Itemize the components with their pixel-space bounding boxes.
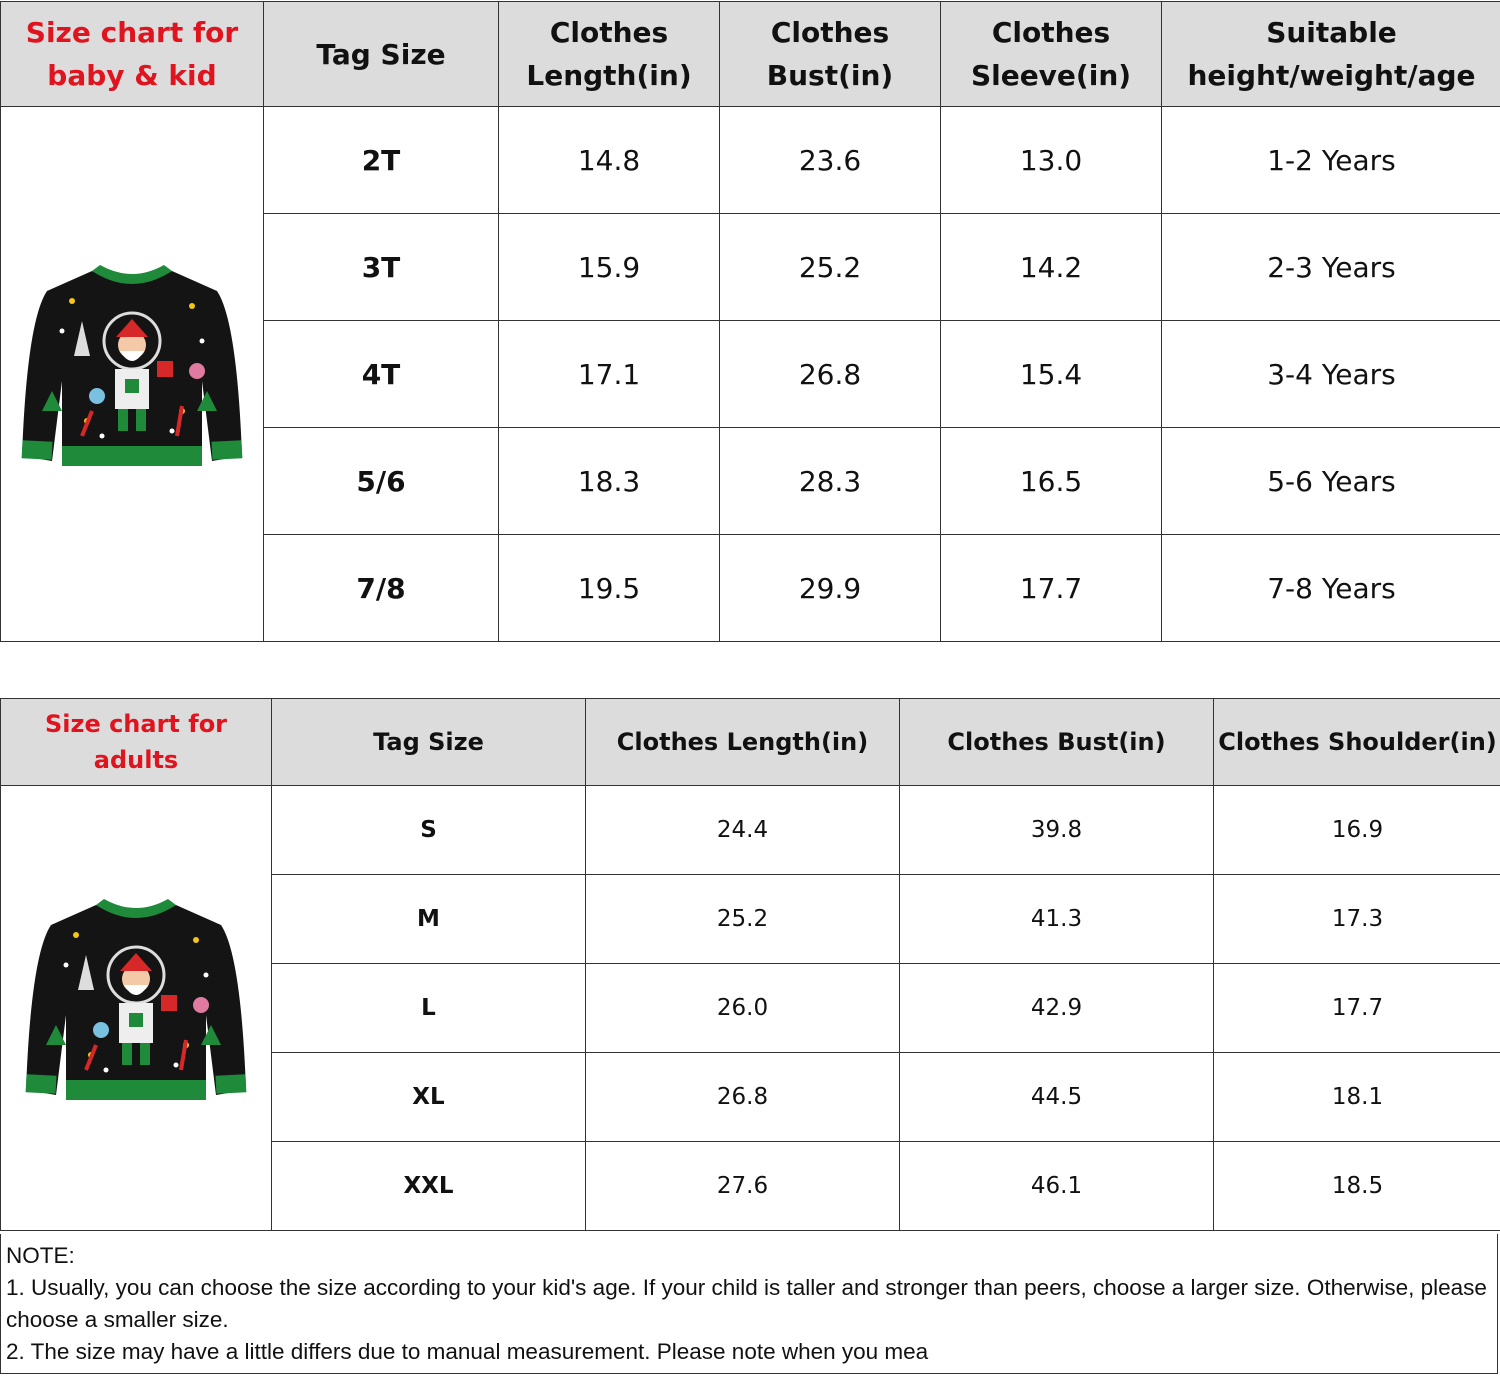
kid-header-row: Size chart for baby & kid Tag Size Cloth… xyxy=(0,1,1500,107)
measurement-cell: 41.3 xyxy=(899,874,1214,964)
measurement-cell: 16.5 xyxy=(940,427,1162,535)
measurement-cell: 26.8 xyxy=(585,1052,900,1142)
measurement-cell: 17.7 xyxy=(1213,963,1500,1053)
note-heading: NOTE: xyxy=(6,1243,75,1268)
measurement-cell: 7-8 Years xyxy=(1161,534,1500,642)
measurement-cell: 14.8 xyxy=(498,106,720,214)
tag-size-cell: S xyxy=(271,785,586,875)
measurement-cell: 39.8 xyxy=(899,785,1214,875)
measurement-cell: 24.4 xyxy=(585,785,900,875)
measurement-cell: 44.5 xyxy=(899,1052,1214,1142)
measurement-cell: 29.9 xyxy=(719,534,941,642)
table-row: S 24.4 39.8 16.9 xyxy=(0,785,1500,1231)
tag-size-cell: XL xyxy=(271,1052,586,1142)
measurement-cell: 25.2 xyxy=(719,213,941,321)
header-bust: Clothes Bust(in) xyxy=(899,698,1214,786)
table-row: 7/8 19.5 29.9 17.7 7-8 Years xyxy=(1,534,1500,642)
measurement-cell: 1-2 Years xyxy=(1161,106,1500,214)
header-suitable: Suitable height/weight/age xyxy=(1161,1,1500,107)
measurement-cell: 16.9 xyxy=(1213,785,1500,875)
kid-chart-title: Size chart for baby & kid xyxy=(0,1,264,107)
christmas-sweater-image xyxy=(21,264,243,466)
header-bust: Clothes Bust(in) xyxy=(719,1,941,107)
table-row: 5/6 18.3 28.3 16.5 5-6 Years xyxy=(1,427,1500,535)
measurement-cell: 5-6 Years xyxy=(1161,427,1500,535)
measurement-cell: 18.1 xyxy=(1213,1052,1500,1142)
table-row: XL 26.8 44.5 18.1 xyxy=(1,1052,1500,1142)
note-section: NOTE: 1. Usually, you can choose the siz… xyxy=(0,1234,1498,1374)
measurement-cell: 28.3 xyxy=(719,427,941,535)
measurement-cell: 17.7 xyxy=(940,534,1162,642)
measurement-cell: 19.5 xyxy=(498,534,720,642)
tag-size-cell: L xyxy=(271,963,586,1053)
measurement-cell: 17.1 xyxy=(498,320,720,428)
sweater-image-cell xyxy=(0,785,272,1231)
tag-size-cell: XXL xyxy=(271,1141,586,1231)
table-row: M 25.2 41.3 17.3 xyxy=(1,874,1500,964)
header-tag-size: Tag Size xyxy=(271,698,586,786)
measurement-cell: 25.2 xyxy=(585,874,900,964)
tag-size-cell: 7/8 xyxy=(263,534,499,642)
adult-size-chart-table: Size chart for adults Tag Size Clothes L… xyxy=(0,698,1500,1231)
measurement-cell: 13.0 xyxy=(940,106,1162,214)
header-sleeve: Clothes Sleeve(in) xyxy=(940,1,1162,107)
measurement-cell: 2-3 Years xyxy=(1161,213,1500,321)
table-row: 4T 17.1 26.8 15.4 3-4 Years xyxy=(1,320,1500,428)
measurement-cell: 15.9 xyxy=(498,213,720,321)
measurement-cell: 42.9 xyxy=(899,963,1214,1053)
measurement-cell: 15.4 xyxy=(940,320,1162,428)
measurement-cell: 26.8 xyxy=(719,320,941,428)
table-row: XXL 27.6 46.1 18.5 xyxy=(1,1141,1500,1231)
note-line-2: 2. The size may have a little differs du… xyxy=(6,1339,929,1364)
adult-chart-title: Size chart for adults xyxy=(0,698,272,786)
table-row: L 26.0 42.9 17.7 xyxy=(1,963,1500,1053)
header-length: Clothes Length(in) xyxy=(498,1,720,107)
adult-header-row: Size chart for adults Tag Size Clothes L… xyxy=(0,698,1500,786)
header-length: Clothes Length(in) xyxy=(585,698,900,786)
tag-size-cell: 2T xyxy=(263,106,499,214)
sweater-image-cell xyxy=(0,106,264,642)
measurement-cell: 26.0 xyxy=(585,963,900,1053)
measurement-cell: 46.1 xyxy=(899,1141,1214,1231)
table-row: 2T 14.8 23.6 13.0 1-2 Years xyxy=(0,106,1500,642)
measurement-cell: 18.5 xyxy=(1213,1141,1500,1231)
measurement-cell: 18.3 xyxy=(498,427,720,535)
tag-size-cell: 3T xyxy=(263,213,499,321)
header-shoulder: Clothes Shoulder(in) xyxy=(1213,698,1500,786)
tag-size-cell: 5/6 xyxy=(263,427,499,535)
kid-size-chart-table: Size chart for baby & kid Tag Size Cloth… xyxy=(0,1,1500,642)
tag-size-cell: M xyxy=(271,874,586,964)
measurement-cell: 23.6 xyxy=(719,106,941,214)
table-row: 3T 15.9 25.2 14.2 2-3 Years xyxy=(1,213,1500,321)
tag-size-cell: 4T xyxy=(263,320,499,428)
header-tag-size: Tag Size xyxy=(263,1,499,107)
measurement-cell: 17.3 xyxy=(1213,874,1500,964)
measurement-cell: 3-4 Years xyxy=(1161,320,1500,428)
measurement-cell: 14.2 xyxy=(940,213,1162,321)
christmas-sweater-image xyxy=(25,899,247,1100)
note-line-1: 1. Usually, you can choose the size acco… xyxy=(6,1275,1487,1332)
measurement-cell: 27.6 xyxy=(585,1141,900,1231)
